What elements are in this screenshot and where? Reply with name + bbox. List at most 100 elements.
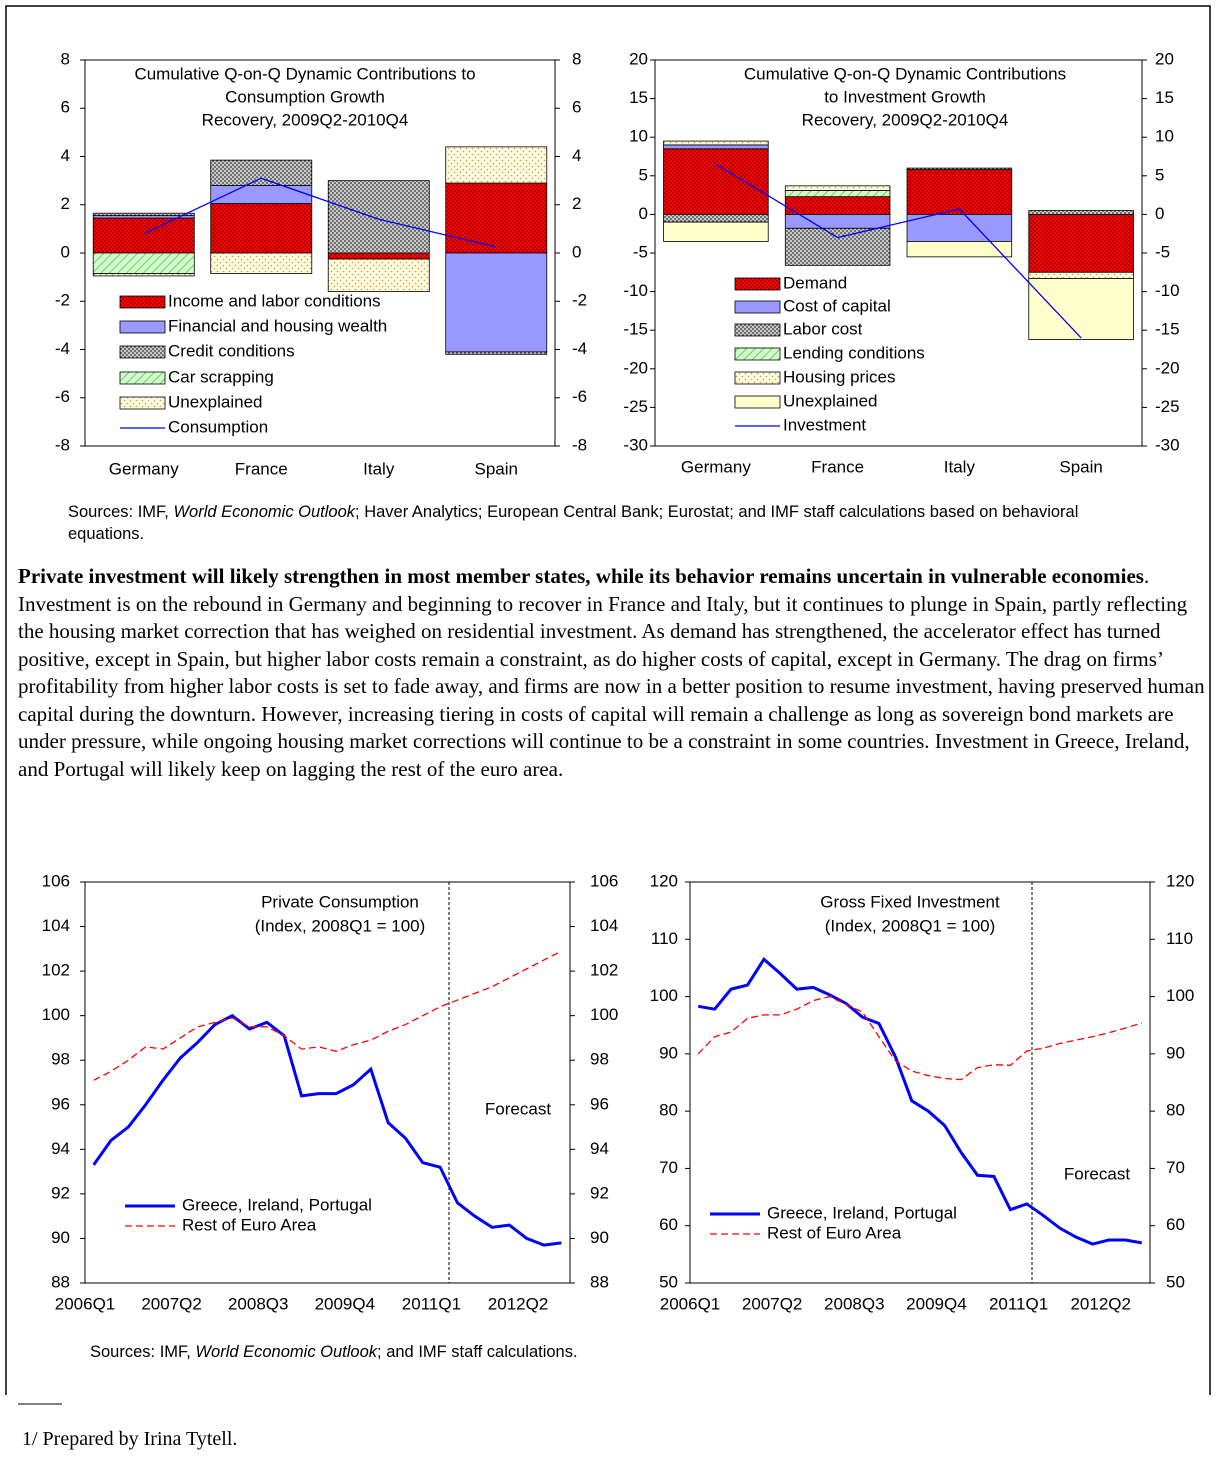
y-tick-label: 96 — [51, 1094, 70, 1113]
legend-label: Rest of Euro Area — [182, 1215, 317, 1234]
line-series — [143, 177, 497, 248]
legend-swatch — [119, 371, 166, 385]
bar-segment — [663, 144, 769, 150]
bar-segment — [784, 213, 891, 229]
y2-tick-label: -8 — [572, 435, 587, 454]
x-tick-label: Spain — [475, 459, 518, 478]
bar-segment — [445, 351, 548, 355]
y-tick-label: 8 — [61, 49, 70, 68]
x-tick-label: Italy — [363, 459, 395, 478]
annotation: Forecast — [1064, 1164, 1130, 1183]
sources-note: Sources: IMF, World Economic Outlook; Ha… — [68, 501, 1128, 545]
x-tick-label: 2007Q2 — [141, 1294, 202, 1313]
y2-tick-label: -30 — [1155, 435, 1180, 454]
y2-tick-label: 120 — [1166, 871, 1194, 890]
chart-title: Private Consumption — [261, 892, 419, 911]
legend-swatch — [734, 347, 781, 361]
y2-tick-label: -10 — [1155, 281, 1180, 300]
y-tick-label: 0 — [61, 242, 70, 261]
x-tick-label: 2008Q3 — [228, 1294, 289, 1313]
y-tick-label: -4 — [55, 339, 70, 358]
y2-tick-label: 104 — [590, 916, 618, 935]
y-tick-label: -2 — [55, 291, 70, 310]
y2-tick-label: 2 — [572, 194, 581, 213]
x-tick-label: 2012Q2 — [1070, 1294, 1131, 1313]
x-tick-label: 2006Q1 — [55, 1294, 116, 1313]
y2-tick-label: -4 — [572, 339, 587, 358]
bar-segment — [210, 159, 313, 186]
bar-segment — [663, 213, 769, 223]
bar-segment — [92, 217, 195, 254]
legend-label: Car scrapping — [168, 367, 274, 386]
y2-tick-label: -2 — [572, 291, 587, 310]
y2-tick-label: -5 — [1155, 242, 1170, 261]
bar-segment — [1028, 278, 1134, 340]
bar-segment — [906, 167, 1013, 171]
y2-tick-label: 98 — [590, 1050, 609, 1069]
paragraph: Private investment will likely strengthe… — [18, 563, 1212, 783]
x-tick-label: 2007Q2 — [742, 1294, 803, 1313]
y-tick-label: 50 — [659, 1272, 678, 1291]
y-tick-label: 92 — [51, 1183, 70, 1202]
x-tick-label: Spain — [1059, 457, 1102, 476]
line-series — [697, 957, 1143, 1246]
legend-swatch — [734, 395, 781, 409]
y2-tick-label: 8 — [572, 49, 581, 68]
bar-segment — [784, 196, 891, 215]
bar-segment — [327, 258, 430, 292]
y-tick-label: -10 — [623, 281, 648, 300]
y-tick-label: 90 — [51, 1228, 70, 1247]
y2-tick-label: 94 — [590, 1139, 609, 1158]
bar-segment — [663, 140, 769, 146]
y-tick-label: 100 — [650, 986, 678, 1005]
legend-label: Housing prices — [783, 367, 895, 386]
y2-tick-label: -25 — [1155, 397, 1180, 416]
bar-segment — [906, 213, 1013, 242]
x-tick-label: 2009Q4 — [906, 1294, 967, 1313]
sources-suffix: ; Haver Analytics; European Central Bank… — [68, 503, 1079, 543]
y-tick-label: 102 — [42, 961, 70, 980]
legend-label: Credit conditions — [168, 341, 295, 360]
x-tick-label: Germany — [109, 459, 179, 478]
bar-segment — [784, 185, 891, 191]
y2-tick-label: 15 — [1155, 88, 1174, 107]
y-tick-label: 104 — [42, 916, 70, 935]
footnote: 1/ Prepared by Irina Tytell. — [22, 1428, 238, 1450]
legend-swatch — [734, 277, 781, 291]
y2-tick-label: 90 — [590, 1228, 609, 1247]
y-tick-label: 10 — [629, 127, 648, 146]
bar-segment — [1028, 271, 1134, 279]
y-tick-label: 15 — [629, 88, 648, 107]
y-tick-label: 5 — [639, 165, 648, 184]
y2-tick-label: 5 — [1155, 165, 1164, 184]
y2-tick-label: 90 — [1166, 1043, 1185, 1062]
sources-italic: World Economic Outlook — [173, 503, 356, 521]
legend-label: Investment — [783, 415, 866, 434]
y2-tick-label: 60 — [1166, 1215, 1185, 1234]
bar-segment — [663, 148, 769, 215]
y2-tick-label: 100 — [1166, 986, 1194, 1005]
bar-segment — [1028, 213, 1134, 273]
bar-segment — [92, 273, 195, 277]
y2-tick-label: 102 — [590, 961, 618, 980]
y-tick-label: 80 — [659, 1101, 678, 1120]
y-tick-label: -30 — [623, 435, 648, 454]
y-tick-label: -5 — [633, 242, 648, 261]
sources-note: Sources: IMF, World Economic Outlook; an… — [90, 1341, 1090, 1363]
y-tick-label: 88 — [51, 1272, 70, 1291]
bar-segment — [92, 252, 195, 274]
x-tick-label: 2008Q3 — [824, 1294, 885, 1313]
chart-title: to Investment Growth — [824, 87, 986, 106]
y2-tick-label: 0 — [572, 242, 581, 261]
x-tick-label: Germany — [681, 457, 751, 476]
y2-tick-label: 70 — [1166, 1158, 1185, 1177]
x-tick-label: 2012Q2 — [488, 1294, 549, 1313]
y-tick-label: 98 — [51, 1050, 70, 1069]
plot-frame — [689, 881, 1151, 1284]
y-tick-label: -6 — [55, 387, 70, 406]
y2-tick-label: 106 — [590, 871, 618, 890]
y2-tick-label: 110 — [1166, 929, 1193, 948]
bar-segment — [445, 146, 548, 184]
sources-suffix: ; and IMF staff calculations. — [377, 1343, 578, 1361]
